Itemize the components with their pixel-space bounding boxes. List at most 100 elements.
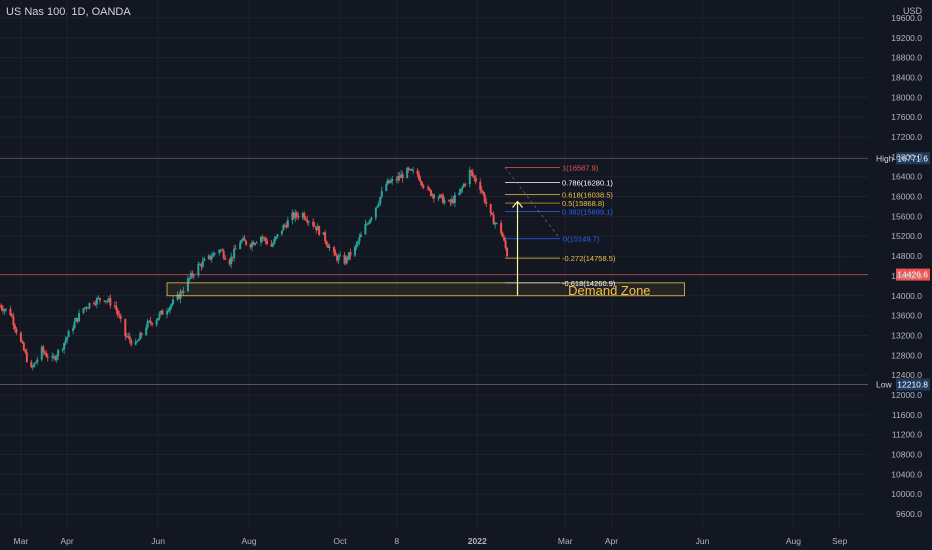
demand-zone-box bbox=[166, 282, 685, 297]
candle-body bbox=[419, 179, 422, 183]
candle-body bbox=[259, 236, 262, 243]
candle-body bbox=[155, 320, 158, 325]
candle-body bbox=[501, 232, 504, 238]
candle-body bbox=[158, 313, 161, 319]
candle-body bbox=[255, 242, 258, 244]
candle-body bbox=[409, 169, 412, 171]
candle-body bbox=[386, 180, 389, 185]
candle-body bbox=[483, 194, 486, 202]
fib-level-label: -0.618(14260.9) bbox=[562, 279, 616, 288]
candle-body bbox=[213, 253, 216, 255]
price-tick-label: 13600.0 bbox=[891, 311, 922, 321]
candle-body bbox=[282, 225, 285, 231]
candle-body bbox=[198, 264, 201, 266]
candle-body bbox=[410, 169, 413, 171]
candle-body bbox=[234, 248, 237, 250]
candle-body bbox=[88, 302, 91, 308]
candle-body bbox=[15, 328, 18, 333]
candle-body bbox=[149, 320, 152, 324]
candle-body bbox=[292, 212, 295, 219]
candle-body bbox=[3, 309, 6, 312]
candle-body bbox=[422, 185, 425, 188]
candle-body bbox=[40, 346, 43, 360]
currency-label: USD bbox=[902, 6, 922, 16]
candle-body bbox=[273, 238, 276, 244]
price-tick-label: 12800.0 bbox=[891, 350, 922, 360]
candle-body bbox=[207, 255, 210, 259]
candle-body bbox=[365, 223, 368, 225]
low-value: 12210.8 bbox=[897, 380, 928, 390]
candle-body bbox=[186, 278, 189, 292]
candle-body bbox=[113, 305, 116, 307]
candle-body bbox=[449, 200, 452, 203]
candle-body bbox=[452, 199, 455, 203]
candle-body bbox=[276, 234, 279, 237]
price-tick-label: 18400.0 bbox=[891, 72, 922, 82]
candle-body bbox=[264, 237, 267, 241]
candle-body bbox=[67, 330, 70, 338]
candle-body bbox=[157, 318, 160, 321]
candle-body bbox=[72, 328, 75, 331]
candle-body bbox=[228, 259, 231, 265]
time-tick-label: 2022 bbox=[468, 536, 487, 546]
candle-body bbox=[459, 188, 462, 193]
candle-body bbox=[503, 237, 506, 241]
price-tick-label: 16800.0 bbox=[891, 152, 922, 162]
candle-body bbox=[388, 180, 391, 183]
candle-body bbox=[51, 356, 54, 358]
candle-body bbox=[380, 191, 383, 197]
candle-body bbox=[337, 256, 340, 261]
candle-body bbox=[395, 179, 398, 181]
candle-body bbox=[66, 337, 69, 341]
fib-level-label: 1(16587.9) bbox=[562, 163, 599, 172]
candle-body bbox=[30, 361, 33, 368]
time-tick-label: Mar bbox=[14, 536, 29, 546]
candle-body bbox=[262, 237, 265, 239]
candle-body bbox=[315, 226, 318, 231]
candle-body bbox=[313, 225, 316, 227]
projection-arrow-head bbox=[512, 200, 523, 208]
candle-body bbox=[180, 291, 183, 293]
candle-body bbox=[500, 222, 503, 233]
candle-body bbox=[61, 349, 64, 351]
candle-body bbox=[170, 303, 173, 307]
candle-body bbox=[297, 216, 300, 218]
candle-body bbox=[359, 234, 362, 238]
candle-body bbox=[64, 340, 67, 344]
candle-body bbox=[134, 341, 137, 345]
candle-body bbox=[252, 242, 255, 245]
candle-body bbox=[345, 256, 348, 264]
candle-body bbox=[203, 258, 206, 261]
candle-body bbox=[468, 170, 471, 185]
candle-body bbox=[254, 243, 257, 245]
candle-body bbox=[33, 363, 36, 367]
candle-body bbox=[301, 213, 304, 218]
candle-body bbox=[137, 339, 140, 342]
demand-zone-label: Demand Zone bbox=[568, 283, 650, 298]
candle-body bbox=[243, 238, 246, 241]
candle-body bbox=[118, 314, 121, 317]
candle-body bbox=[358, 237, 361, 242]
candle-body bbox=[161, 310, 164, 315]
candle-body bbox=[336, 255, 339, 261]
candle-body bbox=[219, 249, 222, 251]
price-tick-label: 9600.0 bbox=[896, 509, 922, 519]
price-tick-label: 15200.0 bbox=[891, 231, 922, 241]
price-tick-label: 10400.0 bbox=[891, 469, 922, 479]
candle-body bbox=[242, 238, 245, 241]
candle-body bbox=[116, 310, 119, 315]
candle-body bbox=[433, 194, 435, 199]
overlay-layer: High 16771.6 Low 12210.8 14426.6 Demand Zone 1… bbox=[0, 152, 930, 391]
candle-body bbox=[179, 291, 182, 300]
price-tick-label: 18800.0 bbox=[891, 53, 922, 63]
candle-body bbox=[209, 255, 212, 260]
candle-body bbox=[265, 240, 268, 244]
time-tick-label: Aug bbox=[242, 536, 257, 546]
time-tick-label: Aug bbox=[786, 536, 801, 546]
grid-layer bbox=[0, 0, 868, 530]
candle-body bbox=[355, 243, 358, 247]
candle-body bbox=[474, 177, 477, 182]
fib-level-label: 0.5(15868.8) bbox=[562, 199, 605, 208]
candle-body bbox=[43, 351, 46, 354]
